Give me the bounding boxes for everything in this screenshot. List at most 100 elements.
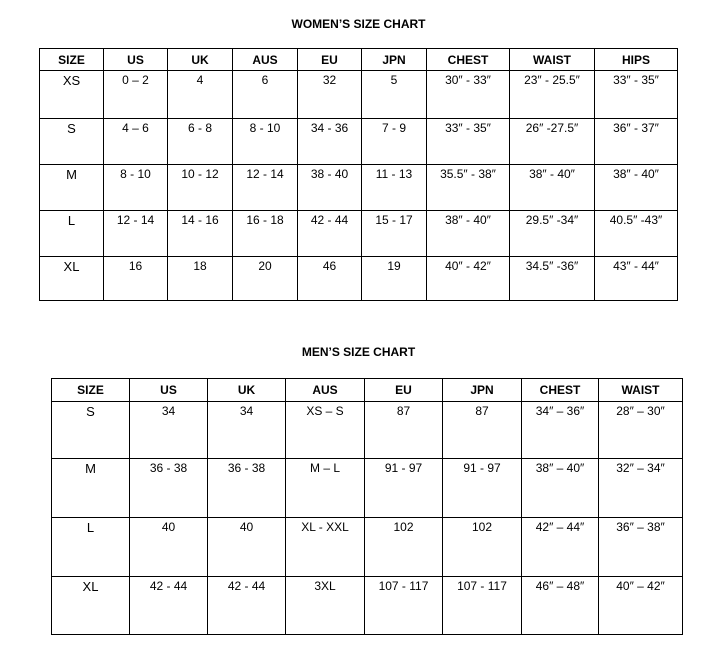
- table-cell: 4: [167, 70, 233, 119]
- table-cell: 36 - 38: [129, 458, 208, 518]
- table-cell: 16: [103, 256, 168, 301]
- men-size-table: SIZE US UK AUS EU JPN CHEST WAIST S 34 34 XS – S 87…: [51, 378, 683, 635]
- table-cell: 42 - 44: [297, 210, 362, 257]
- table-cell: 107 - 117: [364, 576, 443, 635]
- table-cell: 42 - 44: [207, 576, 286, 635]
- table-cell: 8 - 10: [232, 118, 298, 165]
- table-cell: 34 - 36: [297, 118, 362, 165]
- table-cell: 18: [167, 256, 233, 301]
- table-cell: 107 - 117: [442, 576, 522, 635]
- table-cell: 23″ - 25.5″: [509, 70, 595, 119]
- table-row: XL 16 18 20 46 19 40″ - 42″ 34.5″ -36″ 43″ - 44″: [39, 256, 678, 301]
- size-cell: XL: [39, 256, 104, 301]
- column-header: AUS: [232, 48, 298, 71]
- table-cell: 42 - 44: [129, 576, 208, 635]
- table-cell: 36″ - 37″: [594, 118, 678, 165]
- table-cell: 87: [364, 401, 443, 459]
- column-header: US: [103, 48, 168, 71]
- table-row: M 36 - 38 36 - 38 M – L 91 - 97 91 - 97 38″ – …: [51, 458, 683, 518]
- table-cell: 40″ – 42″: [598, 576, 683, 635]
- table-cell: 6: [232, 70, 298, 119]
- column-header: UK: [207, 378, 286, 402]
- table-cell: 40: [129, 517, 208, 577]
- size-cell: XL: [51, 576, 130, 635]
- table-cell: 40: [207, 517, 286, 577]
- size-cell: L: [39, 210, 104, 257]
- table-cell: 35.5″ - 38″: [426, 164, 510, 211]
- table-cell: 10 - 12: [167, 164, 233, 211]
- table-cell: 19: [361, 256, 427, 301]
- table-cell: 32: [297, 70, 362, 119]
- column-header: EU: [297, 48, 362, 71]
- table-cell: 33″ - 35″: [426, 118, 510, 165]
- size-cell: S: [51, 401, 130, 459]
- table-row: L 12 - 14 14 - 16 16 - 18 42 - 44 15 - 17 38″ …: [39, 210, 678, 257]
- table-cell: XL - XXL: [285, 517, 365, 577]
- table-cell: 33″ - 35″: [594, 70, 678, 119]
- column-header: AUS: [285, 378, 365, 402]
- table-cell: 38″ - 40″: [509, 164, 595, 211]
- table-cell: 28″ – 30″: [598, 401, 683, 459]
- table-cell: 40″ - 42″: [426, 256, 510, 301]
- column-header: CHEST: [521, 378, 599, 402]
- table-cell: 38 - 40: [297, 164, 362, 211]
- size-cell: L: [51, 517, 130, 577]
- column-header: US: [129, 378, 208, 402]
- table-cell: 46: [297, 256, 362, 301]
- table-cell: 30″ - 33″: [426, 70, 510, 119]
- table-cell: 26″ -27.5″: [509, 118, 595, 165]
- table-cell: 32″ – 34″: [598, 458, 683, 518]
- size-cell: XS: [39, 70, 104, 119]
- table-cell: 87: [442, 401, 522, 459]
- column-header: HIPS: [594, 48, 678, 71]
- table-cell: 46″ – 48″: [521, 576, 599, 635]
- table-cell: 6 - 8: [167, 118, 233, 165]
- table-cell: 91 - 97: [364, 458, 443, 518]
- column-header: UK: [167, 48, 233, 71]
- table-cell: 38″ - 40″: [594, 164, 678, 211]
- table-cell: 102: [442, 517, 522, 577]
- table-row: L 40 40 XL - XXL 102 102 42″ – 44″ 36″ – 38″: [51, 517, 683, 577]
- header-row: SIZE US UK AUS EU JPN CHEST WAIST: [51, 378, 683, 402]
- table-cell: M – L: [285, 458, 365, 518]
- table-cell: XS – S: [285, 401, 365, 459]
- table-cell: 34″ – 36″: [521, 401, 599, 459]
- column-header: JPN: [361, 48, 427, 71]
- women-chart-title: WOMEN’S SIZE CHART: [291, 17, 426, 31]
- table-cell: 34: [207, 401, 286, 459]
- men-chart-title: MEN’S SIZE CHART: [301, 345, 416, 359]
- table-cell: 0 – 2: [103, 70, 168, 119]
- table-cell: 4 – 6: [103, 118, 168, 165]
- table-cell: 7 - 9: [361, 118, 427, 165]
- table-cell: 36″ – 38″: [598, 517, 683, 577]
- table-cell: 12 - 14: [103, 210, 168, 257]
- header-row: SIZE US UK AUS EU JPN CHEST WAIST HIPS: [39, 48, 678, 71]
- table-cell: 3XL: [285, 576, 365, 635]
- column-header: JPN: [442, 378, 522, 402]
- table-cell: 11 - 13: [361, 164, 427, 211]
- table-cell: 14 - 16: [167, 210, 233, 257]
- table-cell: 34: [129, 401, 208, 459]
- table-row: S 34 34 XS – S 87 87 34″ – 36″ 28″ – 30″: [51, 401, 683, 459]
- table-cell: 16 - 18: [232, 210, 298, 257]
- table-cell: 15 - 17: [361, 210, 427, 257]
- table-cell: 102: [364, 517, 443, 577]
- column-header: WAIST: [509, 48, 595, 71]
- column-header: EU: [364, 378, 443, 402]
- size-cell: S: [39, 118, 104, 165]
- table-cell: 20: [232, 256, 298, 301]
- table-cell: 36 - 38: [207, 458, 286, 518]
- column-header: SIZE: [51, 378, 130, 402]
- table-cell: 38″ - 40″: [426, 210, 510, 257]
- table-cell: 5: [361, 70, 427, 119]
- table-cell: 34.5″ -36″: [509, 256, 595, 301]
- table-cell: 40.5″ -43″: [594, 210, 678, 257]
- table-cell: 29.5″ -34″: [509, 210, 595, 257]
- size-cell: M: [39, 164, 104, 211]
- table-cell: 12 - 14: [232, 164, 298, 211]
- table-row: XL 42 - 44 42 - 44 3XL 107 - 117 107 - 117 46″…: [51, 576, 683, 635]
- table-row: XS 0 – 2 4 6 32 5 30″ - 33″ 23″ - 25.5″ 33″ - 35…: [39, 70, 678, 119]
